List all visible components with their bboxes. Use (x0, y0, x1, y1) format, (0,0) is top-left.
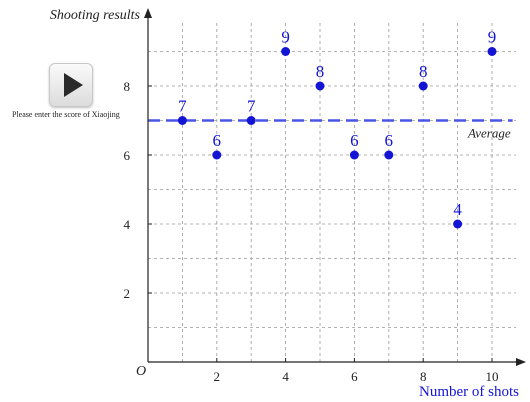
data-point (487, 47, 497, 56)
y-tick-label: 4 (124, 217, 131, 232)
axes (144, 8, 526, 366)
data-point (384, 150, 394, 160)
average-label: Average (467, 126, 511, 141)
y-axis-label: Shooting results (50, 8, 141, 23)
x-tick-label: 4 (282, 369, 289, 384)
data-label: 7 (247, 97, 256, 116)
data-point (177, 116, 187, 125)
y-tick-labels: 2 4 6 8 (124, 79, 152, 301)
data-label: 9 (281, 28, 290, 47)
y-tick-label: 6 (124, 148, 131, 163)
average-group: Average (148, 119, 513, 141)
data-label: 8 (419, 62, 428, 81)
x-tick-labels: 2 4 6 8 10 (214, 358, 499, 384)
x-tick-label: 6 (351, 369, 358, 384)
data-point (212, 150, 222, 160)
data-label: 4 (453, 200, 462, 219)
data-point (281, 47, 291, 56)
x-axis-label: Number of shots (419, 384, 519, 400)
play-icon (64, 73, 83, 97)
play-button[interactable] (49, 63, 93, 107)
data-label: 6 (213, 131, 222, 150)
x-axis-arrow (516, 358, 526, 366)
data-label: 8 (316, 62, 325, 81)
y-axis-arrow (144, 8, 152, 18)
data-point (246, 116, 256, 125)
data-label: 9 (488, 28, 497, 47)
y-tick-label: 2 (124, 286, 131, 301)
data-point (315, 81, 325, 91)
data-points: 7 6 7 9 8 6 6 8 4 9 (177, 28, 497, 229)
x-tick-label: 8 (420, 369, 427, 384)
grid (148, 20, 517, 362)
x-tick-label: 2 (214, 369, 221, 384)
data-label: 6 (385, 131, 394, 150)
data-point (453, 219, 463, 229)
data-label: 6 (350, 131, 359, 150)
score-prompt: Please enter the score of Xiaojing (12, 110, 120, 119)
y-tick-label: 8 (124, 79, 131, 94)
data-label: 7 (178, 97, 187, 116)
data-point (418, 81, 428, 91)
x-tick-label: 10 (486, 369, 499, 384)
data-point (349, 150, 359, 160)
origin-label: O (136, 364, 146, 379)
